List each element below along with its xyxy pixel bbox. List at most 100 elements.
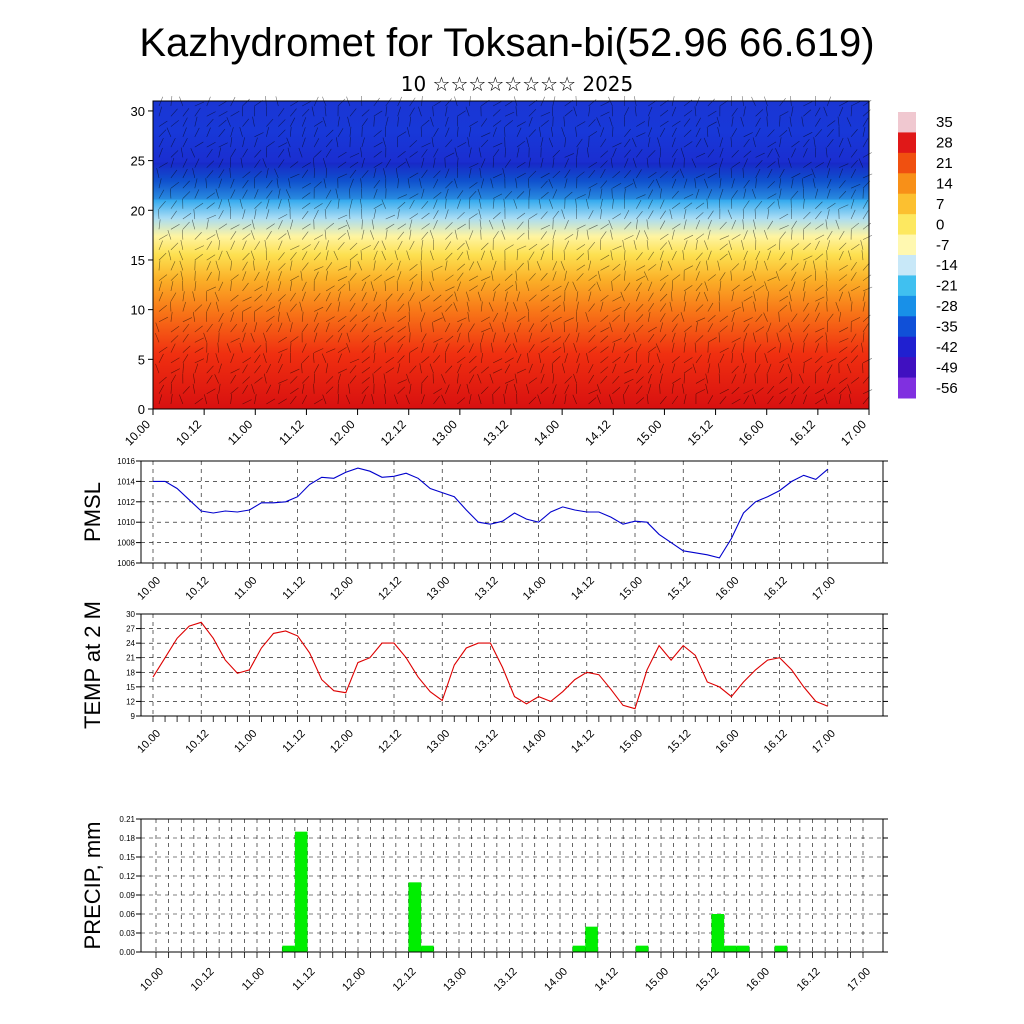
wind-barb	[254, 322, 258, 333]
wind-barb	[564, 219, 569, 230]
wind-barb	[478, 198, 482, 209]
wind-barb	[671, 190, 679, 199]
wind-barb	[838, 242, 847, 251]
wind-barb	[779, 169, 785, 179]
wind-barb	[254, 159, 261, 168]
wind-barb	[397, 151, 406, 158]
wind-barb	[301, 311, 304, 322]
wind-barb	[361, 109, 370, 117]
wind-barb	[409, 193, 419, 199]
y-tick-label: 10	[131, 303, 145, 318]
wind-barb	[278, 398, 287, 405]
wind-barb	[361, 345, 370, 353]
wind-barb	[158, 189, 165, 199]
wind-barb	[441, 374, 446, 384]
wind-barb	[421, 394, 425, 405]
wind-barb	[596, 394, 601, 405]
wind-barb	[743, 132, 753, 138]
wind-barb	[409, 107, 415, 117]
wind-barb	[430, 116, 434, 127]
wind-barb	[453, 302, 458, 312]
wind-barb	[659, 293, 668, 302]
wind-barb	[218, 111, 228, 117]
wind-barb	[636, 230, 641, 240]
wind-barb	[659, 383, 661, 394]
wind-barb	[765, 106, 768, 117]
wind-barb	[813, 137, 816, 148]
wind-barb	[730, 167, 733, 178]
wind-barb	[826, 250, 828, 261]
y-tick-label: 0.12	[119, 872, 135, 881]
wind-barb	[433, 395, 440, 405]
wind-barb	[226, 117, 231, 127]
colorbar-swatch	[898, 295, 916, 317]
wind-barb	[457, 397, 466, 405]
wind-barb	[707, 315, 716, 323]
wind-barb	[457, 223, 466, 230]
wind-barb	[230, 137, 233, 148]
wind-barb	[741, 240, 744, 250]
wind-barb	[636, 343, 642, 353]
wind-barb	[695, 291, 701, 302]
wind-barb	[254, 201, 262, 209]
wind-barb	[349, 292, 357, 302]
wind-barb	[588, 274, 597, 281]
wind-barb	[588, 170, 596, 179]
wind-barb	[540, 191, 549, 199]
wind-barb	[382, 312, 386, 322]
wind-barb	[288, 198, 291, 209]
wind-barb	[573, 343, 577, 353]
wind-barb	[552, 210, 560, 220]
wind-barb	[516, 121, 526, 127]
wind-barb	[552, 170, 561, 179]
wind-barb	[727, 209, 733, 220]
wind-barb	[803, 109, 812, 117]
wind-barb	[278, 271, 282, 281]
wind-barb	[683, 342, 686, 353]
wind-barb	[445, 98, 453, 107]
wind-barb	[337, 353, 342, 364]
wind-barb	[826, 364, 833, 374]
wind-barb	[659, 210, 666, 220]
wind-barb	[588, 374, 595, 384]
wind-barb	[335, 137, 339, 148]
wind-barb	[755, 326, 765, 333]
wind-barb	[576, 147, 579, 158]
wind-barb	[445, 198, 447, 209]
wind-barb	[527, 219, 530, 230]
wind-barb	[752, 394, 756, 405]
wind-barb	[349, 314, 358, 323]
wind-barb	[803, 242, 811, 251]
wind-barb	[743, 323, 750, 333]
y-tick-label: 27	[126, 625, 135, 634]
wind-barb	[671, 314, 679, 322]
wind-barb	[409, 199, 415, 209]
wind-barb	[433, 179, 439, 189]
wind-barb	[516, 127, 522, 137]
wind-barb	[707, 189, 713, 199]
wind-barb	[815, 296, 825, 302]
x-tick-label: 12.00	[327, 417, 358, 448]
wind-barb	[406, 373, 410, 384]
wind-barb	[683, 265, 693, 271]
wind-barb	[313, 252, 321, 261]
wind-barb	[477, 188, 482, 199]
wind-barb	[552, 316, 562, 323]
wind-barb	[407, 178, 410, 189]
wind-barb	[573, 106, 577, 117]
temp2m-line	[152, 621, 829, 710]
wind-barb	[815, 253, 824, 261]
wind-barb	[862, 396, 870, 405]
colorbar-label: -28	[936, 298, 958, 315]
wind-barb	[421, 200, 429, 209]
wind-barb	[480, 118, 488, 127]
wind-barb	[731, 374, 737, 384]
wind-barb	[158, 178, 162, 189]
wind-barb	[158, 304, 167, 312]
wind-barb	[564, 353, 568, 363]
wind-barb	[457, 190, 464, 199]
wind-barb	[433, 199, 438, 209]
wind-barb	[600, 327, 610, 333]
wind-barb	[433, 337, 443, 343]
wind-barb	[561, 209, 565, 220]
